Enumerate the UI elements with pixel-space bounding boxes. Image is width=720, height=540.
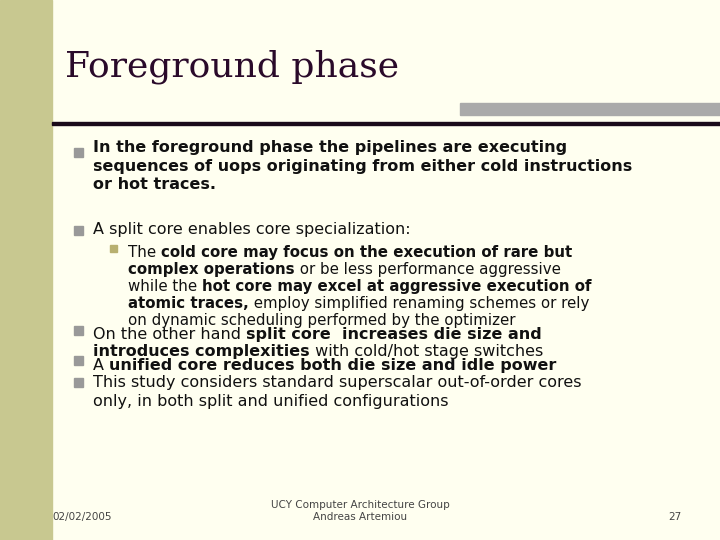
Text: split core  increases die size and: split core increases die size and: [246, 327, 542, 342]
Text: A split core enables core specialization:: A split core enables core specialization…: [93, 222, 410, 237]
Text: on dynamic scheduling performed by the optimizer: on dynamic scheduling performed by the o…: [128, 313, 516, 328]
Bar: [52, 122, 720, 125]
Text: 02/02/2005: 02/02/2005: [52, 512, 112, 522]
Text: with cold/hot stage switches: with cold/hot stage switches: [310, 344, 543, 359]
Text: complex operations: complex operations: [128, 262, 294, 277]
Text: or be less performance aggressive: or be less performance aggressive: [294, 262, 560, 277]
Bar: [460, 103, 720, 115]
Text: A: A: [93, 358, 109, 373]
Text: atomic traces,: atomic traces,: [128, 296, 248, 311]
Bar: [109, 245, 117, 252]
Bar: [73, 355, 83, 364]
Text: Foreground phase: Foreground phase: [65, 50, 399, 84]
Text: employ simplified renaming schemes or rely: employ simplified renaming schemes or re…: [248, 296, 589, 311]
Text: In the foreground phase the pipelines are executing
sequences of uops originatin: In the foreground phase the pipelines ar…: [93, 140, 632, 192]
Text: hot core may excel at aggressive execution of: hot core may excel at aggressive executi…: [202, 279, 591, 294]
Text: unified core reduces both die size and idle power: unified core reduces both die size and i…: [109, 358, 557, 373]
Bar: [73, 377, 83, 387]
Text: cold core may focus on the execution of rare but: cold core may focus on the execution of …: [161, 245, 572, 260]
Text: while the: while the: [128, 279, 202, 294]
Text: The: The: [128, 245, 161, 260]
Bar: [73, 226, 83, 234]
Text: introduces complexities: introduces complexities: [93, 344, 310, 359]
Text: This study considers standard superscalar out-of-order cores
only, in both split: This study considers standard superscala…: [93, 375, 582, 409]
Text: UCY Computer Architecture Group
Andreas Artemiou: UCY Computer Architecture Group Andreas …: [271, 500, 449, 522]
Bar: [73, 326, 83, 334]
Bar: [0, 0, 52, 540]
Text: 27: 27: [668, 512, 681, 522]
Text: On the other hand: On the other hand: [93, 327, 246, 342]
Bar: [73, 147, 83, 157]
